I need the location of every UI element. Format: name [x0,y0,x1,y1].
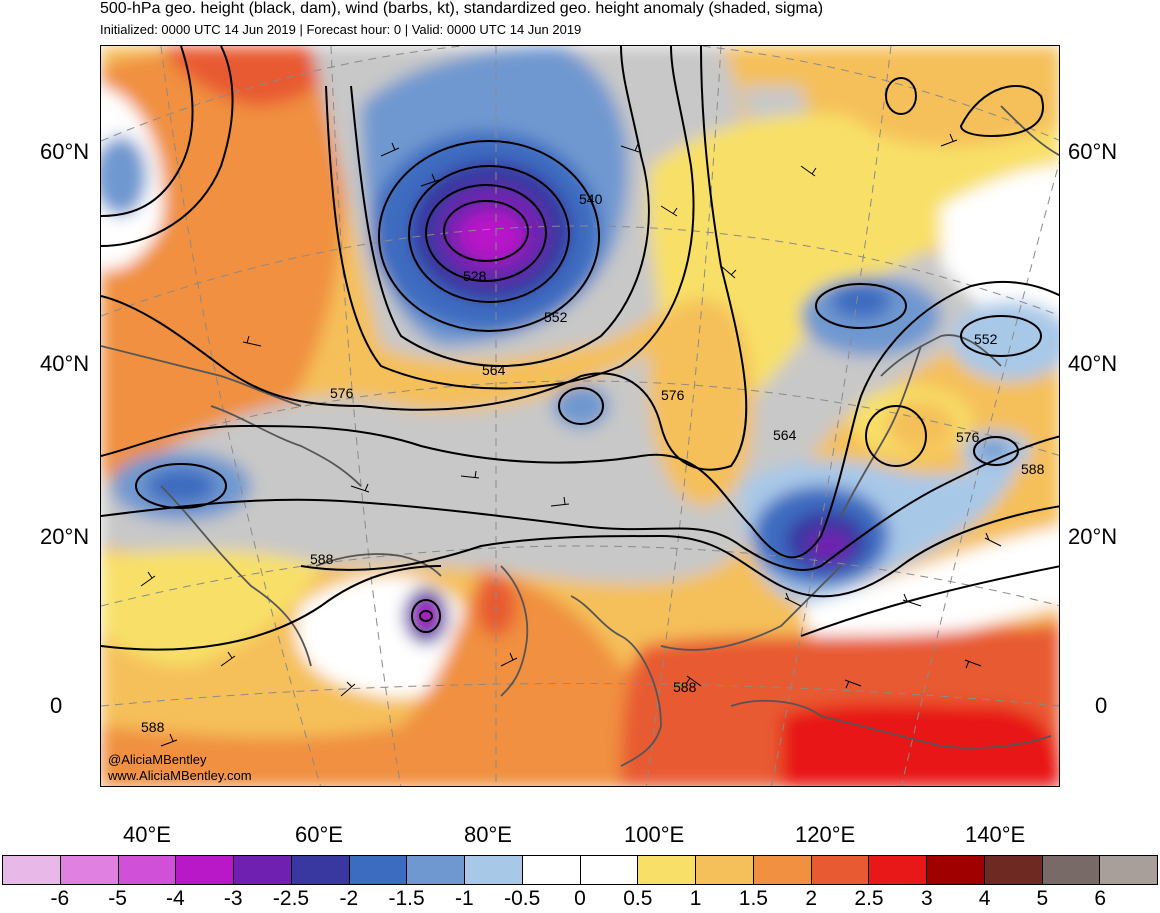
colorbar-label: -3 [223,887,243,910]
map-panel: 540 528 552 564 576 576 564 552 576 588 … [100,45,1060,787]
colorbar-label: -1.5 [388,887,425,910]
lat-label-eq-right: 0 [1095,693,1108,718]
colorbar-swatch [869,856,927,884]
contour-label: 576 [661,387,685,403]
contour-label: 552 [544,309,568,325]
lat-label-40n-left: 40°N [40,351,90,376]
lat-label-20n-left: 20°N [40,524,90,549]
contour-label: 528 [463,268,487,284]
colorbar-label: 2.5 [854,887,884,910]
contour-label: 588 [673,679,697,695]
credit-handle: @AliciaMBentley [108,752,207,767]
lon-label-40e: 40°E [123,822,171,847]
colorbar-label: 6 [1094,887,1107,910]
colorbar-swatch [638,856,696,884]
colorbar-label: -2.5 [272,887,310,910]
contour-label: 588 [310,551,334,567]
colorbar-label: 4 [978,887,991,910]
colorbar-swatch [1042,856,1101,884]
colorbar-label: 1 [689,887,702,910]
colorbar-label: -4 [166,887,185,910]
colorbar-swatch [3,856,61,884]
lon-label-100e: 100°E [624,822,685,847]
lat-label-20n-right: 20°N [1068,524,1118,549]
colorbar-label: -2 [339,887,359,910]
colorbar-label: -1 [455,887,474,910]
colorbar-swatch [811,856,870,884]
lat-label-60n-left: 60°N [40,139,90,164]
colorbar-swatch [291,856,350,884]
contour-label: 564 [773,427,797,443]
colorbar-label: -0.5 [504,887,541,910]
contour-label: 576 [956,429,980,445]
height-contours [101,46,1059,651]
map-svg: 540 528 552 564 576 576 564 552 576 588 … [101,46,1059,786]
colorbar-label: 1.5 [738,887,768,910]
contour-labels: 540 528 552 564 576 576 564 552 576 588 … [141,191,1045,735]
lon-label-60e: 60°E [295,822,343,847]
colorbar-swatch [60,856,119,884]
colorbar-label: -6 [50,887,70,910]
colorbar-label: 0.5 [623,887,653,910]
wind-barbs [140,133,1002,747]
contour-label: 576 [330,385,354,401]
lat-label-eq-left: 0 [50,693,63,718]
colorbar-label: 5 [1036,887,1049,910]
colorbar-swatch [984,856,1043,884]
lon-label-120e: 120°E [795,822,856,847]
map-subtitle: Initialized: 0000 UTC 14 Jun 2019 | Fore… [100,22,582,37]
colorbar-label: 3 [920,887,933,910]
colorbar-label: -5 [108,887,127,910]
contour-label: 564 [482,362,506,378]
contour-label: 588 [1021,461,1045,477]
colorbar-swatch [753,856,812,884]
contour-label: 588 [141,719,165,735]
lat-label-60n-right: 60°N [1068,139,1118,164]
colorbar-label: 2 [805,887,818,910]
colorbar-swatch [176,856,234,884]
colorbar-swatch [1100,856,1157,884]
coastlines [101,105,1059,767]
lon-label-80e: 80°E [464,822,512,847]
colorbar-swatch [580,856,639,884]
anomaly-colorbar [2,855,1158,885]
map-title: 500-hPa geo. height (black, dam), wind (… [100,0,824,17]
lat-label-40n-right: 40°N [1068,351,1118,376]
colorbar-swatch [118,856,177,884]
colorbar-label: 0 [574,887,586,910]
colorbar-swatch [234,856,292,884]
colorbar-swatch [349,856,408,884]
contour-label: 552 [974,331,998,347]
anomaly-shading [101,46,1059,786]
lon-label-140e: 140°E [965,822,1026,847]
colorbar-swatch [407,856,465,884]
colorbar-swatch [927,856,985,884]
colorbar-swatch [522,856,581,884]
credit-website: www.AliciaMBentley.com [108,768,252,783]
colorbar-swatch [696,856,754,884]
colorbar-swatch [465,856,523,884]
contour-label: 540 [579,191,603,207]
